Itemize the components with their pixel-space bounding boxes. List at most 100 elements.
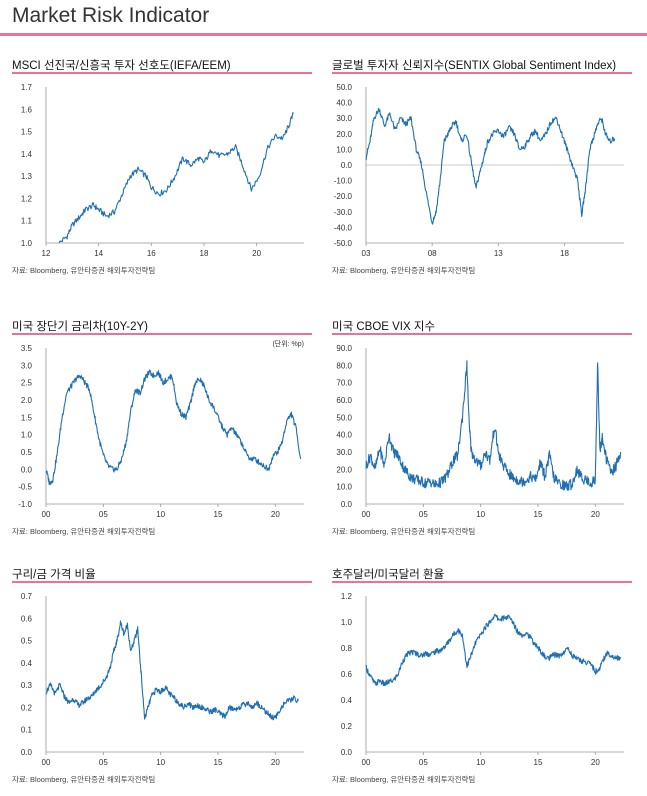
x-tick-label: 10 — [476, 758, 485, 767]
y-tick-label: -40.0 — [334, 223, 353, 232]
chart-panel-vix: 미국 CBOE VIX 지수 90.0 80.0 70.0 60.0 50.0 40.0 3… — [332, 318, 632, 548]
y-tick-label: 0.5 — [21, 637, 33, 646]
y-tick-label: 1.1 — [21, 217, 33, 226]
chart-title-rule — [332, 581, 632, 583]
y-tick-label: 90.0 — [336, 344, 352, 353]
y-tick-label: 0.0 — [341, 161, 353, 170]
chart-panel-spread: 미국 장단기 금리차(10Y-2Y) 3.5 3.0 2.5 2.0 1.5 1.0 0.5… — [12, 318, 312, 548]
y-tick-label: 10.0 — [336, 483, 352, 492]
chart-title-rule — [332, 72, 632, 74]
y-tick-label: 20.0 — [336, 130, 352, 139]
chart-svg-audusd: 1.2 1.0 0.8 0.6 0.4 0.2 0.0 00 05 10 15 20 — [341, 592, 624, 767]
x-tick-label: 12 — [42, 249, 51, 258]
y-tick-label: 30.0 — [336, 448, 352, 457]
x-tick-label: 05 — [99, 510, 108, 519]
y-tick-label: 0.0 — [21, 748, 33, 757]
y-tick-label: -30.0 — [334, 208, 353, 217]
y-tick-label: 80.0 — [336, 361, 352, 370]
x-tick-label: 05 — [419, 510, 428, 519]
page-title: Market Risk Indicator — [12, 4, 210, 27]
series-line — [365, 613, 622, 687]
chart-source: 자료: Bloomberg, 유안타증권 해외투자전략팀 — [12, 775, 156, 784]
y-tick-label: 30.0 — [336, 114, 352, 123]
x-tick-label: 10 — [476, 510, 485, 519]
x-tick-label: 00 — [42, 510, 51, 519]
y-tick-label: 1.2 — [341, 592, 353, 601]
x-tick-label: 00 — [362, 758, 371, 767]
chart-title-rule — [332, 333, 632, 335]
y-tick-label: 2.5 — [21, 379, 33, 388]
series-line — [45, 369, 302, 485]
series-line — [365, 107, 616, 225]
y-tick-label: 2.0 — [21, 396, 33, 405]
y-tick-label: 40.0 — [336, 99, 352, 108]
chart-title: 글로벌 투자자 신뢰지수(SENTIX Global Sentiment Ind… — [332, 60, 617, 72]
x-tick-label: 15 — [214, 758, 223, 767]
y-tick-label: 1.0 — [21, 431, 33, 440]
chart-title-rule — [12, 72, 312, 74]
chart-source: 자료: Bloomberg, 유안타증권 해외투자전략팀 — [332, 775, 476, 784]
y-tick-label: -1.0 — [18, 500, 32, 509]
y-tick-label: 3.0 — [21, 361, 33, 370]
y-tick-label: 0.4 — [21, 659, 33, 668]
y-tick-label: 0.2 — [341, 722, 353, 731]
y-tick-label: -10.0 — [334, 177, 353, 186]
chart-svg-vix: 90.0 80.0 70.0 60.0 50.0 40.0 30.0 20.0 10.0 0.0 0… — [336, 344, 624, 519]
series-line — [365, 360, 622, 491]
x-tick-label: 10 — [156, 758, 165, 767]
x-tick-label: 03 — [362, 249, 371, 258]
y-tick-label: 40.0 — [336, 431, 352, 440]
y-tick-label: 1.7 — [21, 83, 33, 92]
x-tick-label: 20 — [271, 758, 280, 767]
y-tick-label: 1.6 — [21, 105, 33, 114]
chart-svg-spread: 3.5 3.0 2.5 2.0 1.5 1.0 0.5 0.0 -0.5 -1.0 00 05 10 15… — [18, 339, 304, 519]
chart-title: 미국 장단기 금리차(10Y-2Y) — [12, 321, 148, 333]
chart-svg-sentix: 50.0 40.0 30.0 20.0 10.0 0.0 -10.0 -20.0 -30.0 -4… — [334, 83, 624, 258]
x-tick-label: 20 — [591, 758, 600, 767]
y-tick-label: 0.4 — [341, 696, 353, 705]
chart-source: 자료: Bloomberg, 유안타증권 해외투자전략팀 — [12, 266, 156, 275]
y-tick-label: -50.0 — [334, 239, 353, 248]
chart-title-rule — [12, 333, 312, 335]
y-tick-label: 50.0 — [336, 413, 352, 422]
chart-panel-sentix: 글로벌 투자자 신뢰지수(SENTIX Global Sentiment Ind… — [332, 57, 632, 287]
x-tick-label: 14 — [94, 249, 103, 258]
y-tick-label: 0.1 — [21, 726, 33, 735]
y-tick-label: 1.5 — [21, 413, 33, 422]
series-line — [58, 112, 294, 244]
x-tick-label: 10 — [156, 510, 165, 519]
y-tick-label: 1.0 — [21, 239, 33, 248]
series-line — [45, 620, 299, 721]
y-tick-label: 0.6 — [341, 670, 353, 679]
x-tick-label: 20 — [252, 249, 261, 258]
chart-svg-msci: 1.0 1.1 1.2 1.3 1.4 1.5 1.6 1.7 12 14 16 18 20 — [21, 83, 304, 258]
y-tick-label: 60.0 — [336, 396, 352, 405]
x-tick-label: 00 — [362, 510, 371, 519]
y-tick-label: 0.0 — [21, 465, 33, 474]
y-tick-label: 0.0 — [341, 748, 353, 757]
chart-title: 구리/금 가격 비율 — [12, 569, 96, 581]
y-tick-label: 1.3 — [21, 172, 33, 181]
x-tick-label: 15 — [214, 510, 223, 519]
y-tick-label: 3.5 — [21, 344, 33, 353]
x-tick-label: 15 — [534, 758, 543, 767]
x-tick-label: 13 — [494, 249, 503, 258]
title-rule — [0, 33, 647, 36]
chart-svg-copper-gold: 0.7 0.6 0.5 0.4 0.3 0.2 0.1 0.0 00 05 10 15 20 — [21, 592, 304, 767]
x-tick-label: 16 — [147, 249, 156, 258]
y-tick-label: 0.5 — [21, 448, 33, 457]
y-tick-label: 0.7 — [21, 592, 33, 601]
chart-title: 미국 CBOE VIX 지수 — [332, 321, 436, 333]
chart-title: MSCI 선진국/신흥국 투자 선호도(IEFA/EEM) — [12, 60, 231, 72]
y-tick-label: 10.0 — [336, 145, 352, 154]
y-tick-label: 0.2 — [21, 703, 33, 712]
y-tick-label: 0.6 — [21, 614, 33, 623]
y-tick-label: 0.0 — [341, 500, 353, 509]
x-tick-label: 08 — [428, 249, 437, 258]
unit-label: (단위: %p) — [272, 339, 304, 348]
chart-panel-audusd: 호주달러/미국달러 환율 1.2 1.0 0.8 0.6 0.4 0.2 0.0 00 05 10… — [332, 566, 632, 796]
chart-source: 자료: Bloomberg, 유안타증권 해외투자전략팀 — [332, 266, 476, 275]
chart-panel-copper-gold: 구리/금 가격 비율 0.7 0.6 0.5 0.4 0.3 0.2 0.1 0.0 00 05 1… — [12, 566, 312, 796]
chart-source: 자료: Bloomberg, 유안타증권 해외투자전략팀 — [332, 527, 476, 536]
x-tick-label: 20 — [591, 510, 600, 519]
